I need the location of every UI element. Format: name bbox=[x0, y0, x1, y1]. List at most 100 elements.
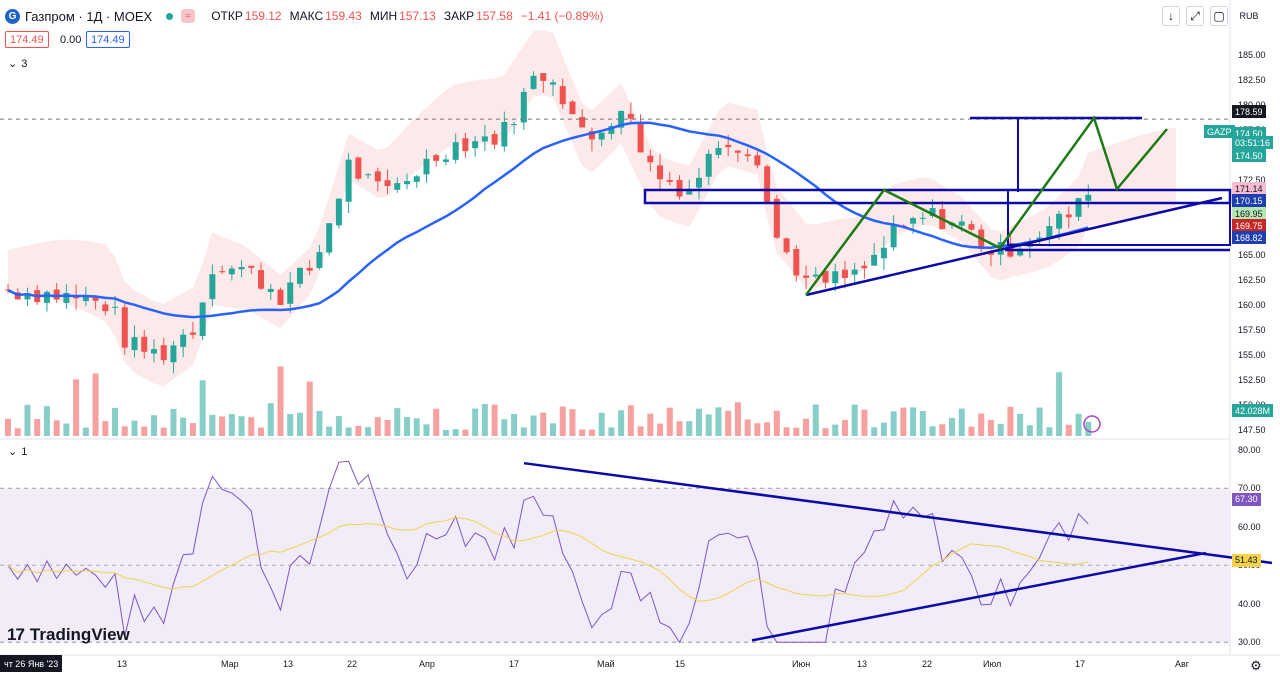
open-value: 159.12 bbox=[244, 9, 282, 23]
price-tag-blue: 168.82 bbox=[1232, 231, 1266, 244]
volume-bar bbox=[150, 415, 157, 436]
candle-body bbox=[501, 121, 508, 147]
volume-bar bbox=[394, 408, 401, 436]
candle-body bbox=[890, 224, 897, 248]
candle-body bbox=[374, 171, 381, 182]
candle-body bbox=[365, 174, 372, 176]
volume-bar bbox=[121, 426, 128, 436]
volume-bar bbox=[520, 427, 527, 436]
candle-body bbox=[189, 332, 196, 335]
fullscreen-icon[interactable]: ⤢ bbox=[1186, 6, 1204, 26]
volume-bar bbox=[219, 416, 226, 436]
volume-bar bbox=[754, 423, 761, 436]
candle-body bbox=[102, 304, 109, 312]
settings-gear-icon[interactable]: ⚙ bbox=[1250, 658, 1262, 673]
volume-bar bbox=[550, 423, 556, 436]
candle-body bbox=[588, 131, 595, 140]
wave-icon[interactable]: ≈ bbox=[181, 9, 196, 23]
candle-body bbox=[5, 289, 11, 291]
tradingview-mark-icon: 17 bbox=[7, 625, 25, 644]
candle-body bbox=[861, 265, 868, 269]
volume-bar bbox=[238, 416, 245, 436]
time-tick: Июл bbox=[983, 659, 1002, 669]
candle-body bbox=[919, 217, 926, 219]
volume-bar bbox=[374, 417, 381, 436]
wedge-support-line bbox=[805, 196, 1223, 297]
volume-bar bbox=[1065, 424, 1072, 436]
volume-bar bbox=[345, 427, 352, 436]
volume-bar bbox=[880, 422, 887, 436]
legend-header: G Газпром · 1Д · MOEX ≈ ОТКР 159.12 МАКС 1… bbox=[0, 0, 1280, 32]
candle-body bbox=[832, 271, 839, 284]
volume-bar bbox=[472, 408, 479, 436]
moving-average-line bbox=[7, 121, 1089, 319]
currency-label[interactable]: RUB bbox=[1239, 11, 1259, 21]
bid-price[interactable]: 174.49 bbox=[5, 31, 49, 48]
candle-body bbox=[569, 101, 576, 115]
price-tag-symbol: GAZP bbox=[1204, 125, 1235, 138]
rsi-ma-tag: 51.43 bbox=[1232, 553, 1261, 567]
volume-bar bbox=[1056, 372, 1063, 436]
time-tick: 13 bbox=[857, 659, 868, 669]
volume-bar bbox=[43, 406, 50, 436]
volume-bar bbox=[63, 423, 70, 436]
candle-body bbox=[550, 82, 556, 85]
candle-body bbox=[851, 269, 858, 275]
download-icon[interactable]: ↓ bbox=[1162, 6, 1180, 26]
volume-bar bbox=[1075, 413, 1082, 436]
open-label: ОТКР bbox=[211, 9, 243, 23]
candle-body bbox=[530, 75, 537, 89]
volume-bar bbox=[997, 423, 1004, 436]
indicators-toggle[interactable]: ⌄ 3 bbox=[8, 57, 27, 71]
candle-body bbox=[472, 141, 479, 149]
candle-body bbox=[238, 267, 245, 270]
volume-bar bbox=[773, 410, 780, 436]
volume-bar bbox=[442, 429, 449, 436]
candle-body bbox=[413, 176, 420, 182]
volume-bar bbox=[491, 404, 498, 436]
date-badge: чт 26 Янв '23 bbox=[0, 655, 63, 672]
candle-body bbox=[258, 270, 265, 289]
ask-price[interactable]: 174.49 bbox=[86, 31, 130, 48]
time-tick: 13 bbox=[117, 659, 128, 669]
chevron-down-icon: ⌄ bbox=[8, 446, 18, 458]
close-label: ЗАКР bbox=[443, 9, 475, 23]
volume-bar bbox=[92, 373, 99, 436]
volume-bar bbox=[102, 421, 109, 436]
chevron-down-icon: ⌄ bbox=[8, 58, 18, 70]
price-tick: 160.00 bbox=[1238, 300, 1266, 310]
candle-body bbox=[1036, 237, 1043, 241]
volume-bar bbox=[832, 424, 839, 436]
volume-bar bbox=[170, 408, 177, 436]
tradingview-logo[interactable]: 17 TradingView bbox=[7, 625, 130, 645]
time-tick: 22 bbox=[922, 659, 933, 669]
volume-bar bbox=[764, 422, 771, 436]
volume-bar bbox=[676, 421, 683, 436]
symbol-title[interactable]: Газпром · 1Д · MOEX bbox=[25, 8, 153, 24]
volume-bar bbox=[705, 414, 712, 436]
time-tick: 13 bbox=[283, 659, 294, 669]
candle-body bbox=[1075, 198, 1082, 217]
volume-bar bbox=[657, 423, 664, 436]
volume-bar bbox=[812, 404, 819, 436]
rsi-toggle[interactable]: ⌄ 1 bbox=[8, 445, 27, 459]
camera-icon[interactable]: ▢ bbox=[1210, 6, 1228, 26]
time-tick: 17 bbox=[509, 659, 520, 669]
candle-body bbox=[277, 289, 284, 305]
candle-body bbox=[520, 91, 527, 123]
price-tag-crosshair: 178.59 bbox=[1232, 105, 1266, 118]
volume-tag: 42.028M bbox=[1232, 404, 1274, 417]
candle-body bbox=[316, 252, 323, 268]
candle-body bbox=[744, 154, 751, 157]
candle-body bbox=[987, 252, 994, 255]
volume-bar bbox=[5, 418, 11, 436]
candle-body bbox=[306, 267, 313, 271]
volume-bar bbox=[627, 405, 634, 436]
candle-body bbox=[880, 247, 887, 259]
volume-bar bbox=[987, 420, 994, 436]
candle-body bbox=[725, 144, 732, 148]
candle-body bbox=[637, 122, 644, 153]
candle-body bbox=[394, 183, 401, 190]
volume-bar bbox=[316, 410, 323, 436]
